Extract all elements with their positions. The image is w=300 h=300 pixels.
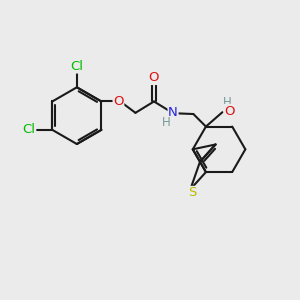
Text: Cl: Cl: [70, 60, 83, 73]
Text: O: O: [113, 95, 124, 108]
Text: S: S: [188, 187, 196, 200]
Text: H: H: [161, 116, 170, 130]
Text: O: O: [149, 71, 159, 84]
Text: N: N: [168, 106, 178, 119]
Text: H: H: [223, 96, 232, 109]
Text: Cl: Cl: [22, 123, 35, 136]
Text: O: O: [225, 104, 235, 118]
